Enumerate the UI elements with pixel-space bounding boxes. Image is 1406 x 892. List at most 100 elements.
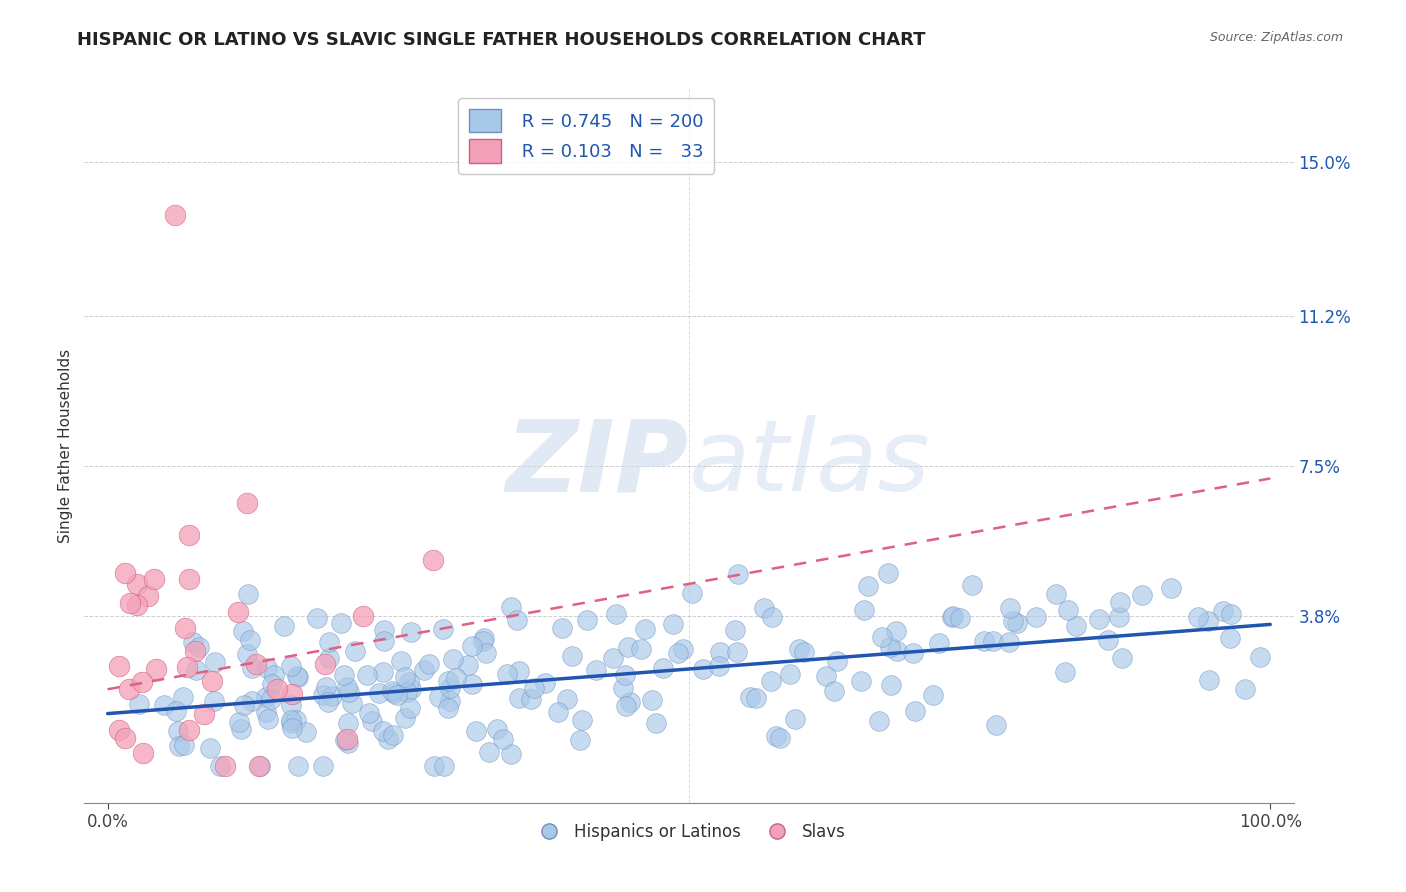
Point: [652, 661, 675, 675]
Point: [356, 668, 378, 682]
Point: [249, 759, 271, 773]
Point: [120, 596, 142, 610]
Point: [321, 689, 343, 703]
Point: [336, 716, 359, 731]
Point: [167, 723, 190, 738]
Point: [394, 670, 416, 684]
Point: [307, 611, 329, 625]
Point: [263, 668, 285, 682]
Point: [136, 589, 159, 603]
Point: [981, 634, 1004, 648]
Point: [1220, 607, 1243, 622]
Point: [921, 688, 943, 702]
Point: [201, 674, 224, 689]
Point: [472, 631, 495, 645]
Point: [1045, 587, 1067, 601]
Point: [569, 732, 592, 747]
Point: [340, 696, 363, 710]
Point: [202, 694, 225, 708]
Point: [437, 701, 460, 715]
Point: [472, 633, 495, 648]
Point: [239, 633, 262, 648]
Point: [465, 724, 488, 739]
Point: [644, 716, 666, 731]
Point: [520, 692, 543, 706]
Text: ZIP: ZIP: [506, 416, 689, 512]
Point: [125, 577, 148, 591]
Point: [256, 705, 278, 719]
Point: [941, 610, 963, 624]
Point: [904, 704, 927, 718]
Point: [336, 731, 359, 746]
Point: [576, 613, 599, 627]
Point: [439, 681, 461, 695]
Point: [1109, 595, 1132, 609]
Point: [382, 728, 405, 742]
Point: [357, 706, 380, 720]
Point: [280, 659, 302, 673]
Point: [285, 714, 308, 728]
Point: [616, 698, 638, 713]
Point: [630, 641, 652, 656]
Point: [352, 609, 374, 624]
Point: [1087, 612, 1109, 626]
Point: [381, 684, 404, 698]
Point: [373, 623, 395, 637]
Point: [617, 640, 640, 654]
Point: [108, 659, 131, 673]
Point: [825, 655, 848, 669]
Point: [492, 732, 515, 747]
Point: [551, 621, 574, 635]
Point: [153, 698, 176, 712]
Point: [240, 661, 263, 675]
Point: [273, 619, 295, 633]
Point: [879, 640, 901, 654]
Point: [474, 646, 496, 660]
Point: [177, 528, 200, 542]
Point: [232, 624, 254, 639]
Point: [880, 678, 903, 692]
Point: [727, 566, 749, 581]
Point: [973, 633, 995, 648]
Point: [555, 692, 578, 706]
Point: [256, 661, 278, 675]
Point: [236, 496, 259, 510]
Point: [382, 686, 405, 700]
Point: [928, 636, 950, 650]
Point: [240, 693, 263, 707]
Point: [287, 759, 309, 773]
Point: [238, 587, 260, 601]
Point: [280, 698, 302, 712]
Point: [318, 650, 340, 665]
Point: [399, 625, 422, 640]
Point: [312, 688, 335, 702]
Point: [1002, 614, 1025, 628]
Point: [506, 613, 529, 627]
Point: [815, 669, 838, 683]
Point: [870, 630, 893, 644]
Point: [335, 681, 357, 695]
Point: [612, 681, 634, 696]
Point: [145, 662, 167, 676]
Point: [823, 684, 845, 698]
Point: [877, 566, 900, 580]
Point: [214, 759, 236, 773]
Point: [228, 715, 250, 730]
Point: [1130, 588, 1153, 602]
Point: [433, 759, 456, 773]
Point: [318, 634, 340, 648]
Point: [485, 722, 508, 736]
Point: [128, 697, 150, 711]
Point: [371, 665, 394, 680]
Point: [1233, 682, 1256, 697]
Point: [335, 732, 357, 747]
Point: [1212, 604, 1234, 618]
Point: [184, 644, 207, 658]
Point: [886, 644, 908, 658]
Point: [709, 644, 731, 658]
Point: [329, 615, 352, 630]
Text: atlas: atlas: [689, 416, 931, 512]
Point: [724, 623, 747, 637]
Point: [193, 706, 215, 721]
Point: [561, 648, 583, 663]
